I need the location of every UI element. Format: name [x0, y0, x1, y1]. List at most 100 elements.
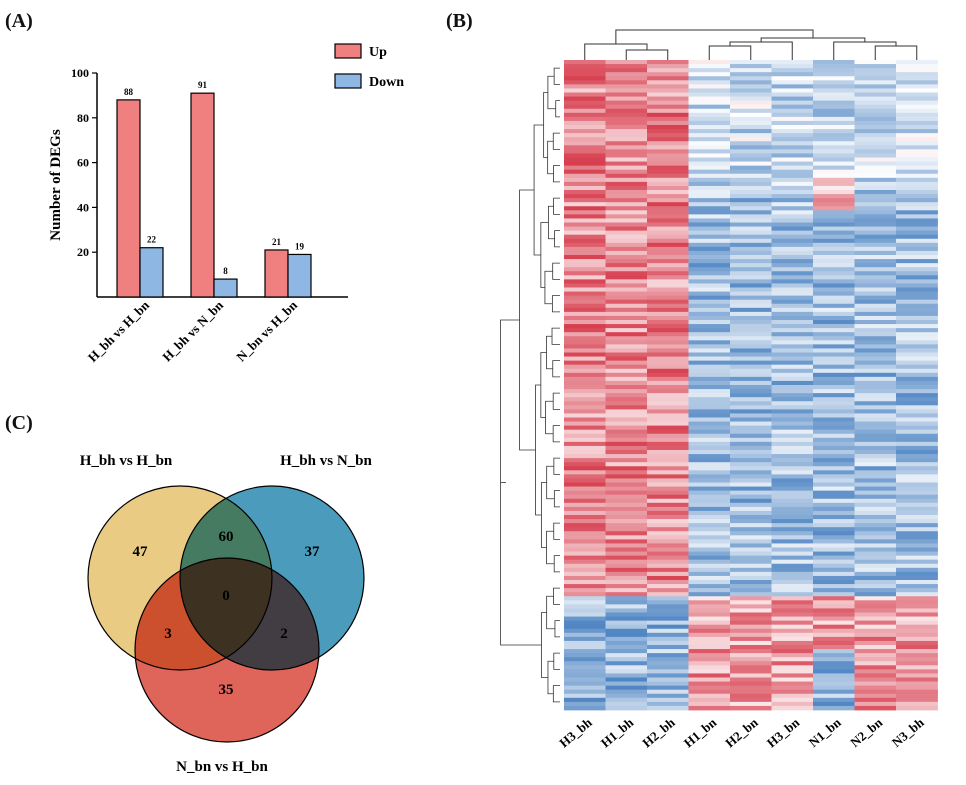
heatmap-cell [896, 311, 938, 317]
heatmap-cell [564, 222, 606, 227]
heatmap-cell [688, 429, 731, 435]
heatmap-cell [647, 612, 689, 617]
heatmap-cell [854, 693, 897, 699]
heatmap-cell [896, 640, 938, 646]
heatmap-cell [896, 401, 938, 406]
heatmap-cell [647, 234, 689, 240]
heatmap-cell [730, 80, 772, 85]
heatmap-cell [771, 283, 814, 288]
heatmap-cell [730, 673, 772, 678]
heatmap-cell [647, 96, 689, 102]
heatmap-cell [896, 486, 938, 492]
heatmap-cell [564, 356, 606, 362]
heatmap-cell [813, 263, 855, 268]
heatmap-cell [688, 116, 731, 122]
heatmap-cell [771, 315, 814, 321]
heatmap-cell [854, 669, 897, 674]
venn-count-ab: 60 [219, 529, 234, 545]
heatmap-cell [730, 425, 772, 431]
heatmap-cell [771, 669, 814, 674]
heatmap-cell [854, 389, 897, 394]
heatmap-cell [564, 523, 606, 528]
heatmap-cell [564, 462, 606, 467]
heatmap-cell [647, 677, 689, 682]
heatmap-cell [771, 608, 814, 613]
heatmap-cell [647, 287, 689, 292]
heatmap-cell [771, 498, 814, 504]
heatmap-cell [771, 181, 814, 187]
heatmap-cell [854, 657, 897, 662]
heatmap-cell [813, 693, 855, 699]
heatmap-cell [896, 64, 938, 69]
heatmap-cell [771, 584, 814, 589]
dendrogram-branch [615, 29, 814, 44]
heatmap-cell [564, 624, 606, 630]
heatmap-cell [647, 125, 689, 130]
heatmap-cell [688, 401, 731, 406]
heatmap-cell [854, 653, 897, 658]
heatmap-cell [605, 194, 648, 199]
heatmap-cell [564, 80, 606, 85]
heatmap-cell [564, 389, 606, 394]
heatmap-cell [813, 413, 855, 418]
heatmap-cell [896, 506, 938, 512]
heatmap-cell [605, 454, 648, 459]
heatmap-cell [605, 299, 648, 305]
heatmap-cell [771, 275, 814, 280]
heatmap-cell [605, 628, 648, 634]
heatmap-cell [813, 571, 855, 577]
heatmap-cell [896, 137, 938, 142]
heatmap-cell [896, 376, 938, 382]
heatmap-cell [564, 206, 606, 211]
heatmap-cell [896, 133, 938, 138]
heatmap-cell [813, 393, 855, 398]
heatmap-cell [564, 279, 606, 284]
heatmap-cell [771, 299, 814, 305]
heatmap-cell [564, 287, 606, 292]
heatmap-cell [771, 263, 814, 268]
heatmap-cell [896, 531, 938, 536]
heatmap-cell [771, 137, 814, 142]
heatmap-cell [813, 246, 855, 252]
heatmap-cell [854, 413, 897, 418]
heatmap-cell [813, 543, 855, 548]
heatmap-cell [564, 165, 606, 171]
heatmap-cell [564, 255, 606, 260]
heatmap-cell [647, 510, 689, 516]
heatmap-cell [813, 673, 855, 678]
heatmap-cell [813, 547, 855, 552]
heatmap-cell [647, 112, 689, 118]
heatmap-cell [688, 608, 731, 613]
dendrogram-branch [544, 270, 553, 305]
heatmap-cell [647, 575, 689, 581]
heatmap-cell [605, 575, 648, 581]
heatmap-cell [771, 661, 814, 666]
heatmap-cell [813, 580, 855, 585]
heatmap-cell [730, 539, 772, 544]
heatmap-cell [813, 185, 855, 191]
heatmap-cell [854, 620, 897, 626]
heatmap-cell [688, 226, 731, 232]
heatmap-cell [854, 263, 897, 268]
heatmap-cell [730, 88, 772, 93]
heatmap-cell [647, 324, 689, 329]
heatmap-cell [647, 352, 689, 357]
heatmap-cell [771, 519, 814, 524]
heatmap-cell [647, 169, 689, 175]
heatmap-cell [854, 133, 897, 138]
heatmap-cell [647, 685, 689, 691]
heatmap-cell [605, 287, 648, 292]
heatmap-cell [564, 515, 606, 520]
heatmap-cell [813, 653, 855, 658]
heatmap-cell [813, 685, 855, 691]
dendrogram-branch [553, 165, 560, 183]
heatmap-cell [688, 697, 731, 703]
heatmap-cell [688, 478, 731, 483]
heatmap-cell [896, 356, 938, 362]
heatmap-cell [688, 486, 731, 492]
heatmap-cell [896, 291, 938, 297]
heatmap-cell [896, 413, 938, 418]
heatmap-cell [688, 376, 731, 382]
heatmap-cell [564, 494, 606, 500]
dendrogram-branch [625, 49, 669, 60]
